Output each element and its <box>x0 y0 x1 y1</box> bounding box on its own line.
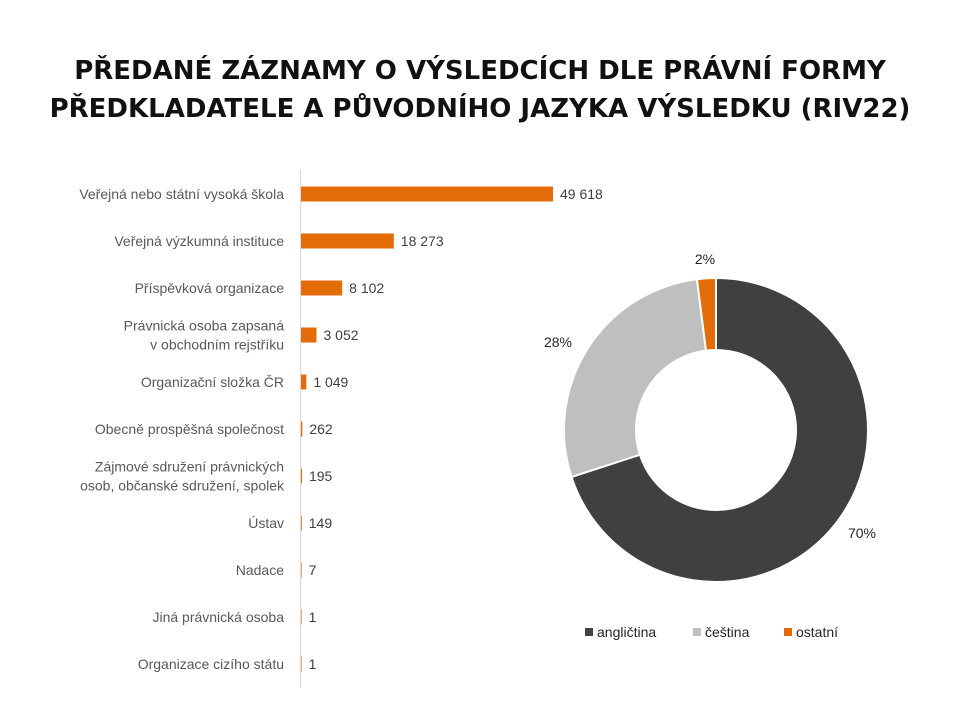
bar-0 <box>301 186 553 202</box>
bar-category-label-1: Veřejná výzkumná instituce <box>114 233 284 249</box>
bar-value-label-2: 8 102 <box>349 280 384 296</box>
bar-6 <box>301 468 302 484</box>
legend-swatch-2 <box>784 628 792 636</box>
bar-value-label-6: 195 <box>309 468 333 484</box>
bar-2 <box>301 280 343 296</box>
bar-category-label-5: Obecně prospěšná společnost <box>95 421 284 437</box>
donut-slice-1 <box>563 278 708 479</box>
bar-value-label-3: 3 052 <box>324 327 359 343</box>
bar-7 <box>301 515 302 531</box>
bar-category-label-9: Jiná právnická osoba <box>152 609 284 625</box>
donut-slice-2 <box>695 276 717 352</box>
bar-value-label-10: 1 <box>309 656 317 672</box>
bar-category-label-0: Veřejná nebo státní vysoká škola <box>79 186 284 202</box>
bar-8 <box>301 562 302 578</box>
bar-category-label-4: Organizační složka ČR <box>141 374 284 390</box>
category-line: Veřejná nebo státní vysoká škola <box>79 186 284 202</box>
bar-value-label-4: 1 049 <box>313 374 348 390</box>
legend-swatch-1 <box>693 628 701 636</box>
donut-slice-label-2: 2% <box>695 251 715 267</box>
bar-category-label-2: Příspěvková organizace <box>135 280 285 296</box>
legend-label-2: ostatní <box>796 624 838 640</box>
bar-4 <box>301 374 307 390</box>
category-line: Příspěvková organizace <box>135 280 285 296</box>
bar-category-label-8: Nadace <box>236 562 284 578</box>
bar-category-label-6: Zájmové sdružení právnických osob, občans… <box>80 459 285 494</box>
category-line: Organizace cizího státu <box>138 656 284 672</box>
bar-1 <box>301 233 394 249</box>
legend-swatch-0 <box>585 628 593 636</box>
category-line: Organizační složka ČR <box>141 374 284 390</box>
legend-label-1: čeština <box>705 624 750 640</box>
donut-legend: angličtina čeština ostatní <box>585 624 838 640</box>
bar-value-label-9: 1 <box>309 609 317 625</box>
category-line: Veřejná výzkumná instituce <box>114 233 284 249</box>
bar-10 <box>301 656 302 672</box>
donut-slice-0 <box>570 276 869 583</box>
bar-value-label-7: 149 <box>309 515 333 531</box>
category-line: Zájmové sdružení právnických <box>95 459 284 475</box>
title-line-1: PŘEDANÉ ZÁZNAMY O VÝSLEDCÍCH DLE PRÁVNÍ … <box>74 56 886 86</box>
bar-value-label-0: 49 618 <box>560 186 603 202</box>
category-line: Nadace <box>236 562 284 578</box>
legend-label-0: angličtina <box>597 624 656 640</box>
bar-value-label-5: 262 <box>309 421 333 437</box>
category-line: Obecně prospěšná společnost <box>95 421 284 437</box>
category-line: v obchodním rejstříku <box>150 337 284 353</box>
category-line: Právnická osoba zapsaná <box>124 318 285 334</box>
bar-category-label-10: Organizace cizího státu <box>138 656 284 672</box>
donut-chart: 70% 28% 2% <box>544 251 876 583</box>
donut-slice-label-0: 70% <box>848 525 876 541</box>
bar-category-label-3: Právnická osoba zapsaná v obchodním rejst… <box>124 318 285 353</box>
bar-value-label-8: 7 <box>309 562 317 578</box>
bar-category-label-7: Ústav <box>248 515 284 531</box>
category-line: Ústav <box>248 515 284 531</box>
bar-9 <box>301 609 302 625</box>
donut-slice-label-1: 28% <box>544 334 572 350</box>
bar-5 <box>301 421 303 437</box>
category-line: osob, občanské sdružení, spolek <box>80 478 285 494</box>
chart-title: PŘEDANÉ ZÁZNAMY O VÝSLEDCÍCH DLE PRÁVNÍ … <box>0 52 960 128</box>
bar-3 <box>301 327 317 343</box>
title-line-2: PŘEDKLADATELE A PŮVODNÍHO JAZYKA VÝSLEDK… <box>49 94 911 124</box>
category-line: Jiná právnická osoba <box>152 609 284 625</box>
bar-value-label-1: 18 273 <box>401 233 444 249</box>
